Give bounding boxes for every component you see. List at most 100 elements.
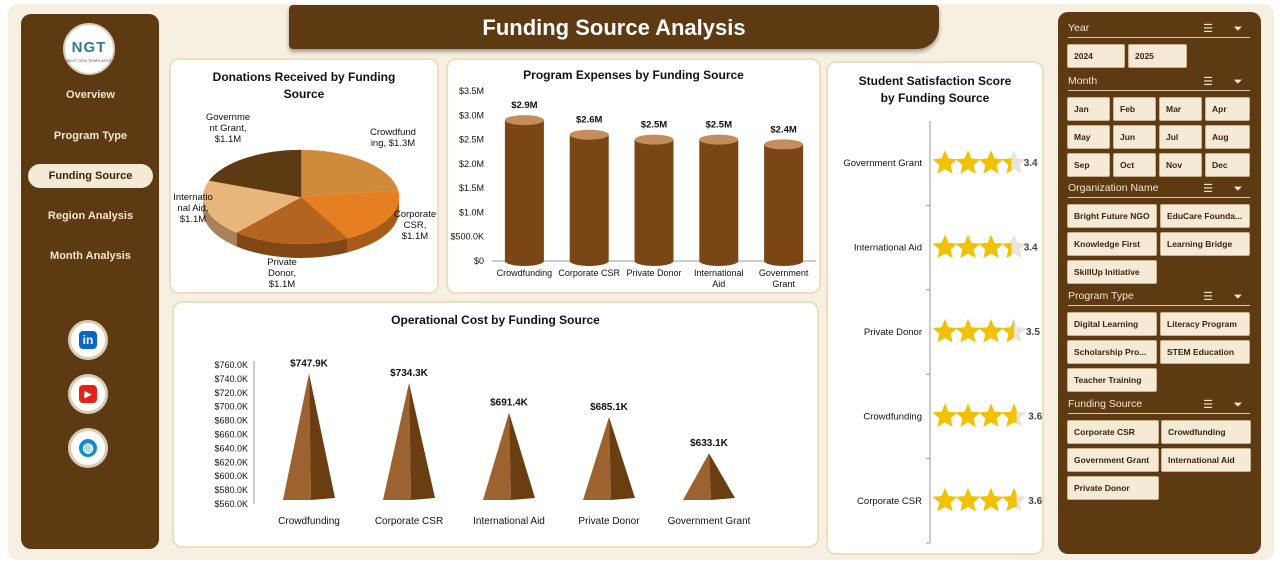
multi-select-icon[interactable]: ☰ [1203, 399, 1213, 411]
pyramid-front [283, 373, 311, 500]
month-option[interactable]: Sep [1067, 153, 1110, 177]
pie-data-label: Governme [206, 112, 250, 123]
month-option[interactable]: Apr [1205, 97, 1250, 121]
month-option[interactable]: Nov [1159, 153, 1202, 177]
y-tick-label: $700.0K [214, 402, 248, 412]
donations-pie-card: Donations Received by Funding Source Cro… [169, 58, 439, 294]
pie-data-label: nal Aid, [177, 203, 208, 214]
star-filled [955, 319, 981, 343]
data-label: $2.5M [641, 120, 667, 131]
month-option[interactable]: Oct [1113, 153, 1156, 177]
nav-region-analysis[interactable]: Region Analysis [47, 210, 134, 222]
multi-select-icon[interactable]: ☰ [1203, 291, 1213, 303]
pie-data-label: $1.1M [269, 279, 295, 290]
pie-slice-corporate-csr [300, 190, 400, 239]
y-tick-label: $0 [474, 256, 484, 266]
bar [569, 134, 609, 266]
multi-select-icon[interactable]: ☰ [1203, 76, 1213, 88]
month-slicer-label: Month [1068, 75, 1098, 87]
clear-filter-icon[interactable]: ⏷ [1233, 23, 1243, 35]
program-option[interactable]: Digital Learning [1067, 312, 1157, 336]
pyramid-side [509, 412, 535, 500]
organization-option[interactable]: EduCare Founda... [1160, 204, 1250, 228]
linkedin-button[interactable]: in [68, 320, 108, 360]
month-option[interactable]: Mar [1159, 97, 1202, 121]
program-option[interactable]: Scholarship Pro... [1067, 340, 1157, 364]
month-option[interactable]: Dec [1205, 153, 1250, 177]
funding-slicer-label: Funding Source [1068, 398, 1143, 410]
nav-month-analysis[interactable]: Month Analysis [50, 250, 131, 262]
program-option[interactable]: STEM Education [1160, 340, 1250, 364]
operational-cost-title: Operational Cost by Funding Source [391, 313, 600, 327]
organization-option[interactable]: Knowledge First [1067, 232, 1157, 256]
year-option[interactable]: 2024 [1067, 44, 1125, 68]
x-tick-label: Aid [712, 279, 725, 289]
category-label: Crowdfunding [863, 411, 922, 422]
x-tick-label: Government [759, 268, 809, 278]
bar [699, 139, 739, 266]
y-tick-label: $760.0K [214, 360, 248, 370]
month-slicer-header: Month ☰ ⏷ [1068, 75, 1250, 91]
clear-filter-icon[interactable]: ⏷ [1233, 399, 1243, 411]
clear-filter-icon[interactable]: ⏷ [1233, 76, 1243, 88]
multi-select-icon[interactable]: ☰ [1203, 183, 1213, 195]
funding-option[interactable]: Government Grant [1067, 448, 1159, 472]
star-filled [955, 403, 981, 427]
month-option[interactable]: Jul [1159, 125, 1202, 149]
pie-data-label: Internatio [173, 192, 213, 203]
data-label: $2.6M [576, 115, 602, 126]
data-label: 3.4 [1024, 243, 1038, 254]
y-tick-label: $680.0K [214, 416, 248, 426]
funding-option[interactable]: Corporate CSR [1067, 420, 1159, 444]
organization-option[interactable]: Learning Bridge [1160, 232, 1250, 256]
website-button[interactable]: ◍ [68, 428, 108, 468]
organization-slicer-header: Organization Name ☰ ⏷ [1068, 182, 1250, 198]
pie-data-label: ing, $1.3M [371, 138, 415, 149]
x-tick-label: Government Grant [668, 516, 751, 527]
pie-data-label: $1.1M [402, 231, 428, 242]
nav-program-type[interactable]: Program Type [53, 130, 128, 142]
data-label: $734.3K [390, 368, 429, 379]
multi-select-icon[interactable]: ☰ [1203, 23, 1213, 35]
month-option[interactable]: Jan [1067, 97, 1110, 121]
organization-option[interactable]: SkillUp Initiative [1067, 260, 1157, 284]
year-option[interactable]: 2025 [1128, 44, 1187, 68]
year-slicer-header: Year ☰ ⏷ [1068, 22, 1250, 38]
month-option[interactable]: May [1067, 125, 1110, 149]
page-title: Funding Source Analysis [482, 15, 746, 40]
bar [504, 120, 544, 266]
pie-slice-side [203, 197, 237, 247]
star-filled [932, 487, 958, 512]
star-filled [932, 234, 958, 259]
organization-option[interactable]: Bright Future NGO [1067, 204, 1157, 228]
month-option[interactable]: Feb [1113, 97, 1156, 121]
clear-filter-icon[interactable]: ⏷ [1233, 183, 1243, 195]
funding-option[interactable]: Private Donor [1067, 476, 1159, 500]
funding-option[interactable]: Crowdfunding [1161, 420, 1251, 444]
filter-panel: Year ☰ ⏷ 2024 2025 Month ☰ ⏷ Jan Feb Mar… [1058, 12, 1261, 554]
youtube-button[interactable]: ▶ [68, 374, 108, 414]
nav-funding-source[interactable]: Funding Source [28, 164, 153, 188]
nav-overview[interactable]: Overview [66, 89, 115, 101]
y-tick-label: $740.0K [214, 374, 248, 384]
data-label: 3.5 [1026, 327, 1040, 338]
clear-filter-icon[interactable]: ⏷ [1233, 291, 1243, 303]
funding-option[interactable]: International Aid [1161, 448, 1251, 472]
data-label: $633.1K [690, 438, 729, 449]
program-slicer-label: Program Type [1068, 290, 1134, 302]
star-filled [978, 150, 1004, 174]
data-label: $2.4M [770, 124, 796, 135]
y-tick-label: $1.0M [459, 207, 484, 217]
pyramid-front [583, 417, 611, 500]
logo-subtitle: NEXT GEN TEMPLATES [66, 58, 112, 63]
left-sidebar: NGT NEXT GEN TEMPLATES Overview Program … [21, 14, 159, 549]
year-slicer-label: Year [1068, 22, 1090, 34]
star-filled [955, 150, 981, 174]
pie-data-label: Corporate [394, 209, 436, 220]
program-option[interactable]: Teacher Training [1067, 368, 1157, 392]
y-tick-label: $560.0K [214, 499, 248, 509]
month-option[interactable]: Jun [1113, 125, 1156, 149]
x-tick-label: Private Donor [626, 268, 681, 278]
month-option[interactable]: Aug [1205, 125, 1250, 149]
program-option[interactable]: Literacy Program [1160, 312, 1250, 336]
